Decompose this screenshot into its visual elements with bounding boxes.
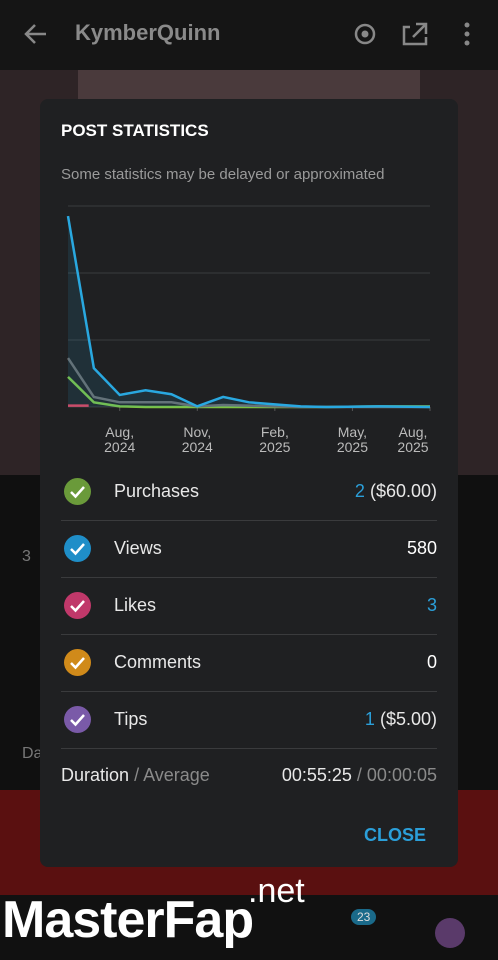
- stat-row: Likes 3: [61, 577, 437, 635]
- dialog-subtitle: Some statistics may be delayed or approx…: [61, 166, 385, 183]
- duration-value: 00:55:25 / 00:00:05: [282, 765, 437, 786]
- stat-value[interactable]: 3: [426, 595, 437, 615]
- series-area: [68, 216, 430, 407]
- check-icon: [64, 478, 91, 505]
- stat-value: 580: [406, 538, 437, 558]
- x-tick-label: Feb, 2025: [259, 424, 291, 455]
- x-tick-label: Aug, 2025: [397, 424, 429, 455]
- stat-amount: ($5.00): [379, 709, 437, 729]
- check-icon: [64, 592, 91, 619]
- stat-row: Views 580: [61, 520, 437, 578]
- stat-value: 0: [426, 652, 437, 672]
- stat-row: Comments 0: [61, 634, 437, 692]
- watermark-suffix: .net: [248, 872, 305, 910]
- bottom-nav: [0, 895, 498, 960]
- x-tick-label: Aug, 2024: [104, 424, 136, 455]
- check-icon: [64, 649, 91, 676]
- toolbar-icons: [354, 22, 470, 46]
- watermark: MasterFap: [2, 891, 254, 949]
- stat-label: Likes: [114, 595, 157, 615]
- dialog-title: POST STATISTICS: [61, 121, 209, 140]
- stat-row: Tips 1 ($5.00): [61, 691, 437, 749]
- stat-label: Purchases: [114, 481, 200, 501]
- check-icon: [64, 535, 91, 562]
- average-text: / Average: [134, 765, 210, 785]
- stat-value[interactable]: 1: [364, 709, 375, 729]
- close-button[interactable]: CLOSE: [363, 825, 426, 845]
- stat-label: Tips: [114, 709, 148, 729]
- stat-row: Purchases 2 ($60.00): [61, 463, 437, 521]
- duration-label: Duration / Average: [61, 765, 210, 786]
- duration-text: Duration: [61, 765, 130, 785]
- stat-value[interactable]: 2: [354, 481, 365, 501]
- stats-dialog: POST STATISTICS Some statistics may be d…: [40, 99, 458, 867]
- stat-value-box: 2 ($60.00): [355, 481, 437, 502]
- stat-value-box: 1 ($5.00): [365, 709, 437, 730]
- stat-amount: ($60.00): [369, 481, 437, 501]
- stat-label: Comments: [114, 652, 202, 672]
- back-button[interactable]: [22, 20, 50, 48]
- nav-badge: 23: [351, 909, 377, 925]
- check-icon: [64, 706, 91, 733]
- duration-time: 00:55:25: [281, 765, 352, 785]
- stat-label: Views: [114, 538, 162, 558]
- profile-name[interactable]: KymberQuinn: [75, 20, 221, 45]
- x-tick-label: Nov, 2024: [181, 424, 213, 455]
- stat-value-box: 0: [427, 652, 437, 673]
- average-time: / 00:00:05: [356, 765, 437, 785]
- stat-value-box: 3: [427, 595, 437, 616]
- x-tick-label: May, 2025: [336, 424, 368, 455]
- caption: Da: [22, 745, 43, 762]
- chart: [66, 205, 431, 411]
- avatar[interactable]: [435, 918, 465, 948]
- stat-value-box: 580: [407, 538, 437, 559]
- series-line: [66, 215, 431, 409]
- like-count: 3: [22, 548, 31, 565]
